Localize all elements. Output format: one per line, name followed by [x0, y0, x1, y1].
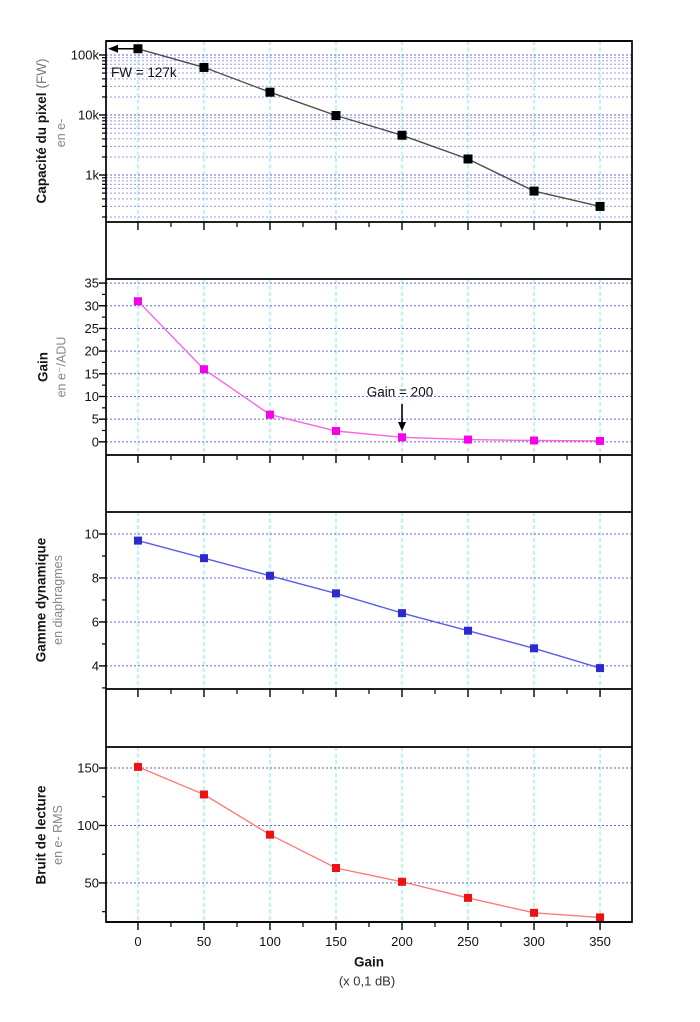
data-point-gain — [530, 436, 539, 445]
y-tick-label: 15 — [85, 366, 99, 381]
x-tick-label: 350 — [589, 934, 611, 949]
data-point-gain — [199, 365, 208, 374]
data-point-gamme-dynamique — [199, 554, 208, 563]
y-subtitle-gain: en e⁻/ADU — [54, 336, 69, 398]
x-tick-label: 200 — [391, 934, 413, 949]
y-tick-label: 100 — [77, 818, 99, 833]
y-tick-label: 1k — [85, 168, 99, 183]
data-point-bruit-de-lecture — [265, 830, 274, 839]
y-title-capacite-suffix: (FW) — [34, 58, 49, 89]
data-point-capacite-du-pixel — [199, 62, 209, 72]
data-point-capacite-du-pixel — [397, 130, 407, 140]
data-point-gain — [133, 297, 142, 306]
y-tick-label: 50 — [85, 875, 99, 890]
data-point-capacite-du-pixel — [529, 186, 539, 196]
data-point-gamme-dynamique — [133, 536, 142, 545]
data-point-bruit-de-lecture — [596, 913, 605, 922]
x-tick-label: 50 — [197, 934, 211, 949]
y-title-capacite-text: Capacité du pixel — [34, 92, 49, 204]
data-point-bruit-de-lecture — [133, 762, 142, 771]
y-tick-label: 8 — [92, 570, 99, 585]
data-point-gamme-dynamique — [596, 664, 605, 673]
y-tick-label: 6 — [92, 614, 99, 629]
annotation-fw: FW = 127k — [111, 65, 177, 80]
y-tick-label: 0 — [92, 434, 99, 449]
x-tick-label: 150 — [325, 934, 347, 949]
fw-arrow-head — [108, 44, 118, 53]
y-tick-label: 4 — [92, 658, 99, 673]
y-title-gain: Gain — [35, 351, 51, 383]
y-title-capacite: Capacité du pixel (FW) — [33, 58, 51, 203]
data-point-gamme-dynamique — [464, 626, 473, 635]
y-subtitle-capacite: en e- — [54, 118, 68, 148]
data-point-capacite-du-pixel — [265, 87, 275, 97]
figure-frame — [105, 40, 633, 923]
annotation-gain-200: Gain = 200 — [366, 384, 434, 400]
y-title-gamme: Gamme dynamique — [33, 537, 49, 663]
data-line-gamme-dynamique — [137, 539, 601, 669]
y-subtitle-bruit: en e- RMS — [51, 805, 65, 865]
data-point-gain — [596, 436, 605, 445]
data-line-gain — [137, 300, 601, 442]
data-point-bruit-de-lecture — [464, 893, 473, 902]
y-tick-label: 35 — [85, 276, 99, 291]
data-point-capacite-du-pixel — [331, 111, 341, 121]
data-point-capacite-du-pixel — [133, 44, 143, 54]
data-point-gamme-dynamique — [530, 644, 539, 653]
y-tick-label: 10 — [85, 526, 99, 541]
data-point-gain — [265, 410, 274, 419]
data-point-gamme-dynamique — [331, 589, 340, 598]
y-tick-label: 100k — [71, 47, 100, 62]
x-tick-label: 100 — [259, 934, 281, 949]
x-axis-title: Gain — [353, 954, 385, 970]
data-point-bruit-de-lecture — [331, 863, 340, 872]
data-point-gamme-dynamique — [265, 571, 274, 580]
data-point-gamme-dynamique — [398, 609, 407, 618]
y-tick-label: 25 — [85, 321, 99, 336]
x-axis-subtitle: (x 0,1 dB) — [338, 973, 396, 989]
x-tick-label: 300 — [523, 934, 545, 949]
data-point-bruit-de-lecture — [199, 790, 208, 799]
y-tick-label: 150 — [77, 761, 99, 776]
y-tick-label: 30 — [85, 298, 99, 313]
y-tick-label: 20 — [85, 344, 99, 359]
data-point-gain — [464, 435, 473, 444]
data-line-bruit-de-lecture — [137, 766, 601, 919]
y-title-bruit: Bruit de lecture — [33, 785, 49, 885]
data-point-bruit-de-lecture — [530, 908, 539, 917]
data-point-gain — [398, 433, 407, 442]
y-tick-label: 10k — [78, 108, 99, 123]
y-tick-label: 10 — [85, 389, 99, 404]
data-point-bruit-de-lecture — [398, 877, 407, 886]
y-tick-label: 5 — [92, 412, 99, 427]
data-line-capacite-du-pixel — [137, 48, 601, 208]
data-point-capacite-du-pixel — [463, 154, 473, 164]
data-point-capacite-du-pixel — [595, 201, 605, 211]
x-tick-label: 0 — [134, 934, 141, 949]
data-point-gain — [331, 426, 340, 435]
x-tick-label: 250 — [457, 934, 479, 949]
gain-arrow-head — [398, 422, 407, 431]
y-subtitle-gamme: en diaphragmes — [51, 555, 65, 645]
